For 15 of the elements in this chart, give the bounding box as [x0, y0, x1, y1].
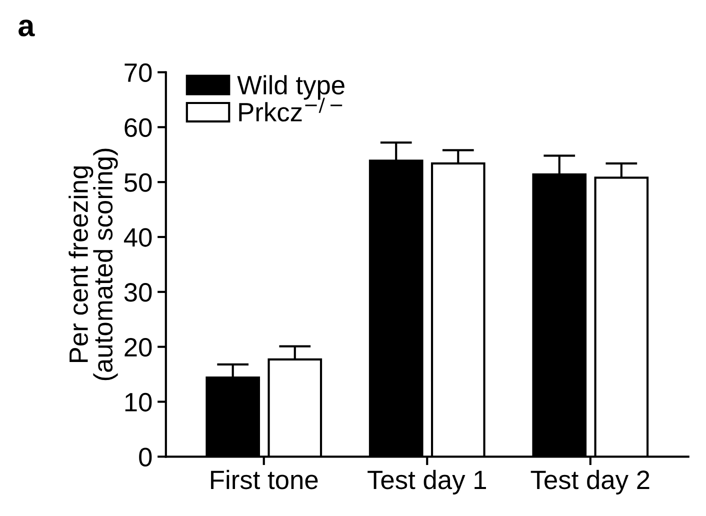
y-tick-label: 50	[124, 173, 152, 192]
y-axis-title: Per cent freezing (automated scoring)	[68, 148, 118, 380]
legend-label: Wild type	[237, 75, 344, 100]
chart-title: a	[18, 20, 35, 36]
x-tick-label: Test day 1	[368, 470, 486, 494]
legend-label: Prkcz$^{−/−}$	[239, 98, 342, 122]
y-tick-label: 60	[124, 118, 152, 137]
y-tick-label: 70	[124, 63, 152, 82]
y-tick-label: 0	[139, 448, 152, 466]
y-tick-label: 40	[124, 228, 152, 247]
y-tick-label: 30	[124, 283, 152, 302]
x-tick-label: Test day 2	[530, 470, 650, 494]
y-tick-label: 10	[125, 392, 152, 412]
x-tick-label: First tone	[211, 470, 318, 490]
y-tick-label: 20	[124, 338, 152, 357]
